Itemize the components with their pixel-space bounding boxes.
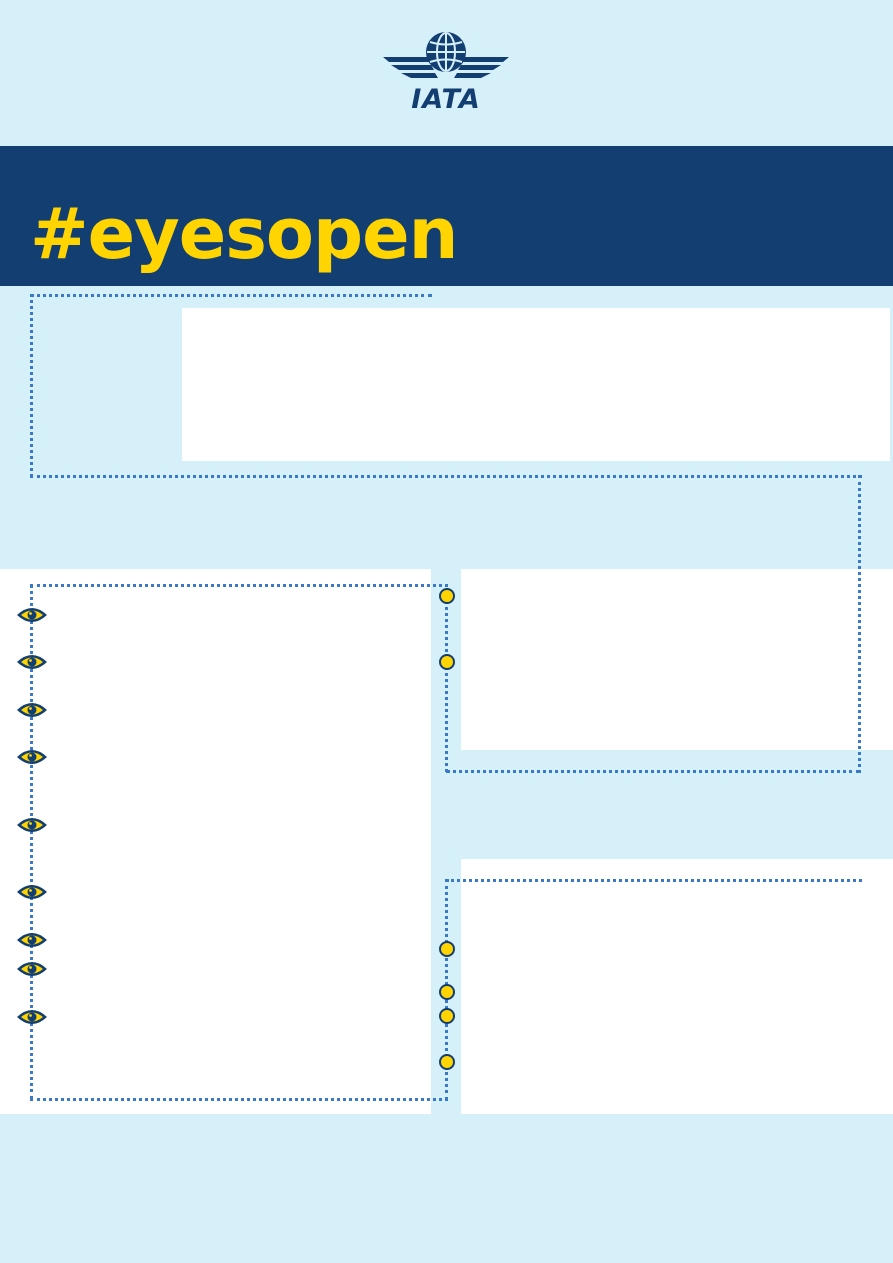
eye-icon xyxy=(16,959,48,979)
connector-line xyxy=(445,584,448,772)
hashtag-banner: #eyesopen xyxy=(0,146,893,286)
connector-line xyxy=(30,1098,448,1101)
yellow-circle-icon xyxy=(439,654,455,670)
connector-line xyxy=(30,475,862,478)
right-top-panel xyxy=(461,569,893,750)
hashtag-title: #eyesopen xyxy=(30,193,458,275)
connector-line xyxy=(858,475,861,773)
eye-icon xyxy=(16,747,48,767)
eye-icon xyxy=(16,882,48,902)
connector-line xyxy=(30,584,448,587)
connector-line xyxy=(446,770,860,773)
eye-icon xyxy=(16,605,48,625)
yellow-circle-icon xyxy=(439,941,455,957)
connector-line xyxy=(30,584,33,1100)
connector-line xyxy=(446,879,862,882)
hashtag-eye-o: o xyxy=(265,193,314,275)
hashtag-prefix: #eyes xyxy=(30,193,267,275)
intro-panel xyxy=(182,308,890,461)
yellow-circle-icon xyxy=(439,1008,455,1024)
eye-icon xyxy=(16,930,48,950)
right-bottom-panel xyxy=(461,859,893,1114)
connector-line xyxy=(30,294,33,477)
eye-icon xyxy=(16,1007,48,1027)
yellow-circle-icon xyxy=(439,984,455,1000)
eye-icon xyxy=(16,700,48,720)
yellow-circle-icon xyxy=(439,588,455,604)
iata-logo: IATA xyxy=(381,30,511,116)
globe-wings-logo-icon xyxy=(383,32,509,78)
left-list-panel xyxy=(0,569,431,1114)
connector-line xyxy=(30,294,432,297)
logo-text: IATA xyxy=(411,84,481,115)
yellow-circle-icon xyxy=(439,1054,455,1070)
eye-icon xyxy=(16,652,48,672)
eye-icon xyxy=(16,815,48,835)
hashtag-suffix: pen xyxy=(313,193,458,275)
